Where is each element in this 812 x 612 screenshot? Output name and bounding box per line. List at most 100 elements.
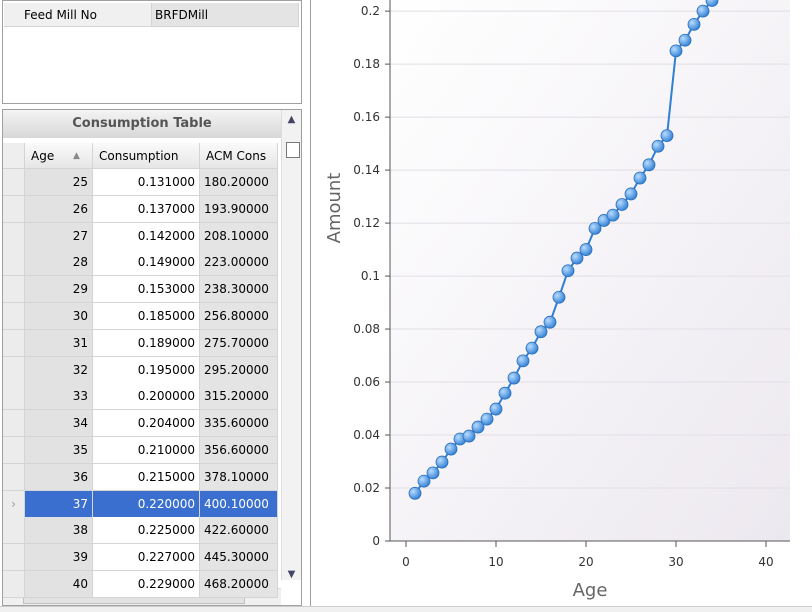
table-title: Consumption Table: [3, 110, 281, 138]
table-cell[interactable]: 0.204000: [93, 410, 200, 438]
table-cell[interactable]: 193.90000: [200, 195, 278, 223]
table-cell[interactable]: 0.215000: [93, 463, 200, 491]
table-cell[interactable]: 0.189000: [93, 329, 200, 357]
y-tick-label: 0.04: [353, 428, 380, 442]
status-strip: [0, 606, 812, 612]
row-selector[interactable]: [3, 249, 25, 277]
table-cell[interactable]: 0.131000: [93, 169, 200, 196]
table-cell[interactable]: 0.200000: [93, 383, 200, 411]
table-cell[interactable]: 400.10000: [200, 490, 278, 518]
row-selector[interactable]: [3, 544, 25, 572]
table-cell[interactable]: 422.60000: [200, 517, 278, 545]
table-cell[interactable]: 28: [25, 249, 93, 277]
table-cell[interactable]: 27: [25, 222, 93, 250]
row-selector[interactable]: [3, 517, 25, 545]
column-header[interactable]: Consumption: [93, 143, 200, 169]
table-cell[interactable]: 208.10000: [200, 222, 278, 250]
row-selector[interactable]: [3, 463, 25, 491]
y-tick-label: 0.14: [353, 163, 380, 177]
table-cell[interactable]: 0.185000: [93, 303, 200, 330]
v-scrollbar[interactable]: ▲ ▼: [281, 110, 301, 580]
table-cell[interactable]: 35: [25, 437, 93, 464]
table-cell[interactable]: 0.229000: [93, 571, 200, 598]
table-cell[interactable]: 25: [25, 169, 93, 196]
point: [516, 354, 530, 368]
y-tick-label: 0.06: [353, 375, 380, 389]
row-selector[interactable]: [3, 222, 25, 250]
table-cell[interactable]: 275.70000: [200, 329, 278, 357]
x-axis-title: Age: [573, 580, 608, 601]
table-cell[interactable]: 33: [25, 383, 93, 411]
table-cell[interactable]: 0.220000: [93, 490, 200, 518]
row-selector[interactable]: [3, 329, 25, 357]
table-cell[interactable]: 378.10000: [200, 463, 278, 491]
column-header[interactable]: Age: [25, 143, 93, 169]
plot-area: [390, 0, 790, 541]
point: [417, 474, 431, 488]
table-cell[interactable]: 0.153000: [93, 276, 200, 304]
table-cell[interactable]: 0.137000: [93, 195, 200, 223]
form-value[interactable]: BRFDMill: [152, 3, 299, 27]
table-cell[interactable]: 468.20000: [200, 571, 278, 598]
table-cell[interactable]: 37: [25, 490, 93, 518]
table-cell[interactable]: 223.00000: [200, 249, 278, 277]
table-cell[interactable]: 29: [25, 276, 93, 304]
sort-arrow: ▲: [73, 151, 80, 161]
y-tick-label: 0.18: [353, 57, 380, 71]
table-cell[interactable]: 0.195000: [93, 356, 200, 384]
table-cell[interactable]: 238.30000: [200, 276, 278, 304]
table-cell[interactable]: 31: [25, 329, 93, 357]
table-cell[interactable]: 0.210000: [93, 437, 200, 464]
point: [543, 315, 557, 329]
table-cell[interactable]: 0.149000: [93, 249, 200, 277]
x-tick-label: 30: [668, 555, 683, 569]
point: [669, 44, 683, 58]
table-cell[interactable]: 30: [25, 303, 93, 330]
row-selector[interactable]: [3, 169, 25, 196]
y-tick-label: 0.08: [353, 322, 380, 336]
table-cell[interactable]: 356.60000: [200, 437, 278, 464]
point: [660, 129, 674, 143]
point: [687, 17, 701, 31]
row-selector[interactable]: [3, 437, 25, 464]
point: [606, 208, 620, 222]
table-cell[interactable]: 445.30000: [200, 544, 278, 572]
row-selector[interactable]: [3, 276, 25, 304]
table-cell[interactable]: 26: [25, 195, 93, 223]
table-cell[interactable]: 32: [25, 356, 93, 384]
consumption-table: Consumption Table ▲ ▼ ◀ ▶ AgeConsumption…: [2, 109, 302, 606]
table-cell[interactable]: 34: [25, 410, 93, 438]
table-cell[interactable]: 0.225000: [93, 517, 200, 545]
column-header[interactable]: ACM Cons: [200, 143, 278, 169]
table-cell[interactable]: 39: [25, 544, 93, 572]
table-cell[interactable]: 315.20000: [200, 383, 278, 411]
table-cell[interactable]: 256.80000: [200, 303, 278, 330]
table-cell[interactable]: 36: [25, 463, 93, 491]
table-cell[interactable]: 295.20000: [200, 356, 278, 384]
row-selector[interactable]: [3, 571, 25, 598]
point: [525, 341, 539, 355]
series: [408, 0, 719, 500]
row-selector[interactable]: [3, 356, 25, 384]
table-cell[interactable]: 180.20000: [200, 169, 278, 196]
table-cell[interactable]: 335.60000: [200, 410, 278, 438]
x-tick-label: 40: [758, 555, 773, 569]
table-cell[interactable]: 0.142000: [93, 222, 200, 250]
y-tick-label: 0.1: [361, 269, 380, 283]
point: [471, 420, 485, 434]
row-selector[interactable]: ›: [3, 490, 25, 518]
table-cell[interactable]: 0.227000: [93, 544, 200, 572]
point: [633, 171, 647, 185]
row-selector[interactable]: [3, 410, 25, 438]
point: [462, 429, 476, 443]
y-axis-title: Amount: [324, 173, 345, 244]
row-selector[interactable]: [3, 195, 25, 223]
row-selector[interactable]: [3, 303, 25, 330]
point: [579, 243, 593, 256]
row-header-corner: [3, 143, 25, 169]
row-selector[interactable]: [3, 383, 25, 411]
point: [651, 139, 665, 153]
table-cell[interactable]: 38: [25, 517, 93, 545]
table-cell[interactable]: 40: [25, 571, 93, 598]
